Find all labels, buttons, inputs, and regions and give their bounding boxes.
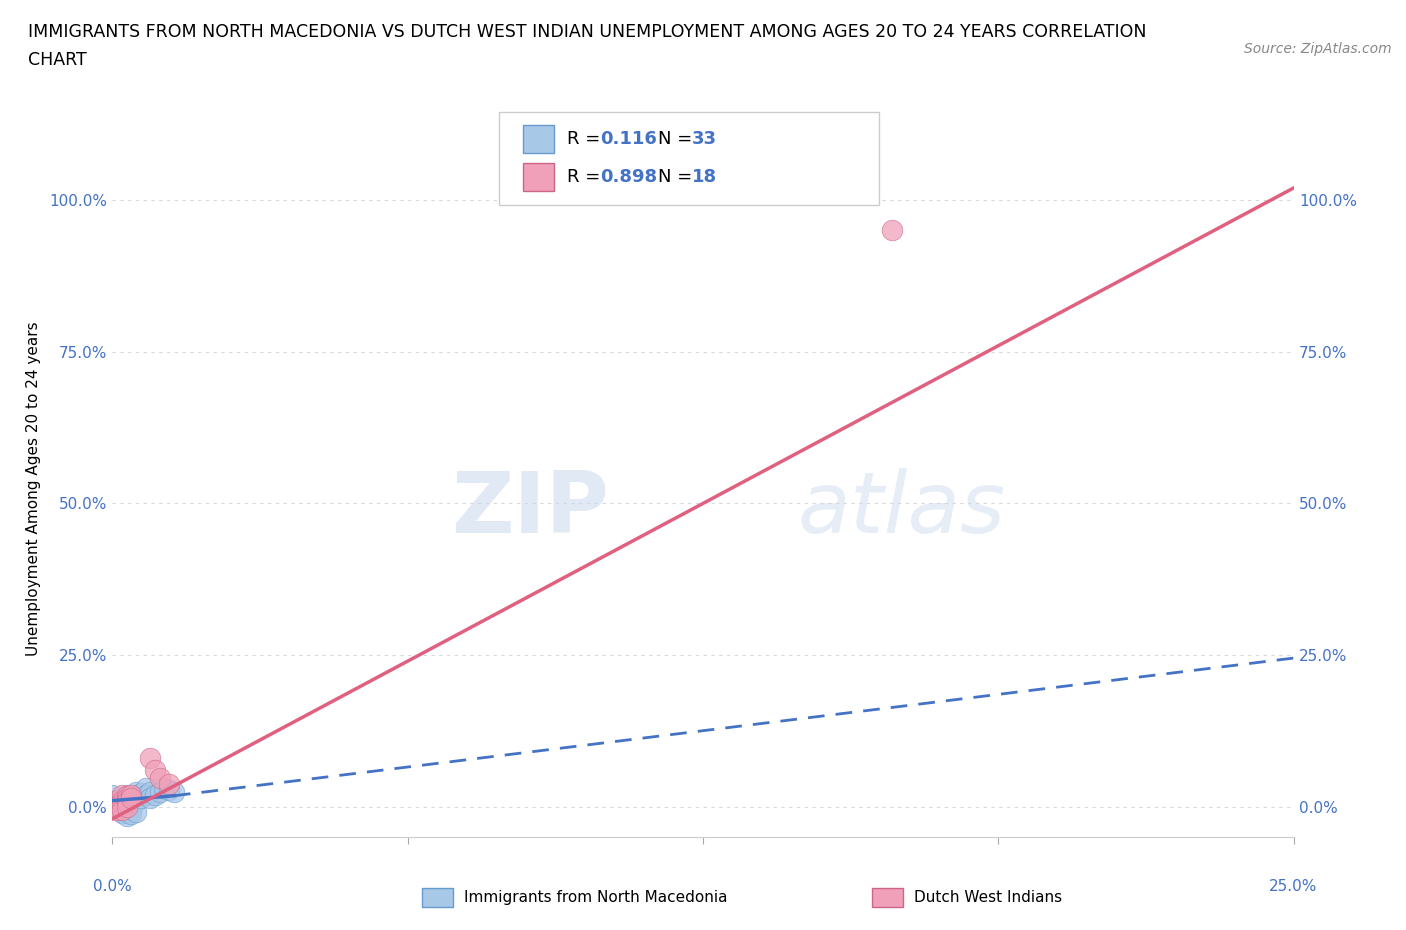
Point [143,763,166,777]
Text: 25.0%: 25.0% [1270,879,1317,894]
Point [125,793,148,808]
Text: 18: 18 [692,168,717,186]
Text: Source: ZipAtlas.com: Source: ZipAtlas.com [1244,42,1392,56]
Point [115,799,138,814]
Point [129,786,152,801]
Point [115,789,138,804]
Point [125,789,148,804]
Point [111,787,134,802]
Point [111,793,134,808]
Point [125,804,148,819]
Point [157,777,180,791]
Point [111,805,134,820]
Point [105,793,128,808]
Point [111,794,134,809]
Text: atlas: atlas [797,468,1005,551]
Point [129,790,152,805]
Point [115,796,138,811]
Point [143,787,166,802]
Point [135,781,157,796]
Text: CHART: CHART [28,51,87,69]
Point [115,805,138,820]
Point [120,803,142,817]
Point [105,799,128,814]
Point [111,796,134,811]
Text: IMMIGRANTS FROM NORTH MACEDONIA VS DUTCH WEST INDIAN UNEMPLOYMENT AMONG AGES 20 : IMMIGRANTS FROM NORTH MACEDONIA VS DUTCH… [28,23,1147,41]
Point [101,793,124,808]
Point [125,784,148,799]
Y-axis label: Unemployment Among Ages 20 to 24 years: Unemployment Among Ages 20 to 24 years [25,321,41,656]
Point [153,781,176,796]
Point [111,803,134,817]
Point [111,803,134,817]
Point [120,790,142,805]
Point [149,784,172,799]
Text: ZIP: ZIP [451,468,609,551]
Point [115,808,138,823]
Point [120,790,142,805]
Point [111,790,134,805]
Point [157,782,180,797]
Point [115,793,138,808]
Point [115,787,138,802]
Text: N =: N = [658,130,697,148]
Point [135,787,157,802]
Point [115,794,138,809]
Text: N =: N = [658,168,697,186]
Point [120,806,142,821]
Text: Immigrants from North Macedonia: Immigrants from North Macedonia [464,890,727,905]
Point [115,792,138,807]
Point [139,784,162,799]
Point [149,770,172,785]
Point [120,794,142,809]
Point [101,787,124,802]
Point [105,796,128,811]
Point [105,799,128,814]
Point [115,803,138,817]
Text: R =: R = [567,130,606,148]
Text: 0.0%: 0.0% [93,879,132,894]
Text: 0.116: 0.116 [600,130,657,148]
Text: 0.898: 0.898 [600,168,658,186]
Point [120,787,142,802]
Point [880,223,903,238]
Text: 33: 33 [692,130,717,148]
Text: R =: R = [567,168,606,186]
Point [105,803,128,817]
Point [139,790,162,805]
Text: Dutch West Indians: Dutch West Indians [914,890,1062,905]
Point [105,796,128,811]
Point [139,751,162,765]
Point [163,784,186,799]
